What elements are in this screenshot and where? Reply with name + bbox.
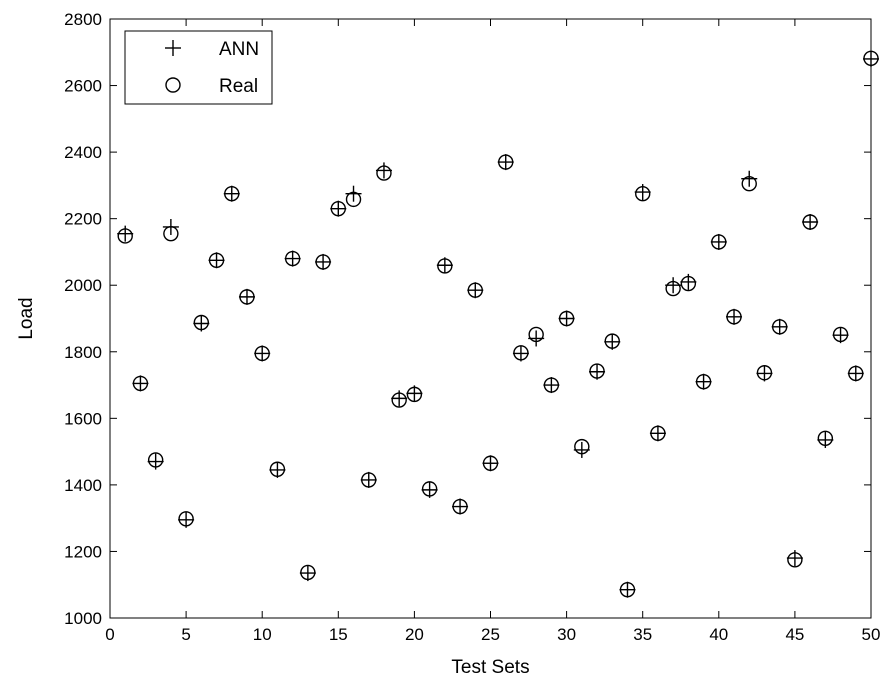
- tick-marks: [109, 18, 872, 619]
- ann-point: [528, 330, 545, 347]
- ann-point: [604, 333, 621, 350]
- ann-point: [802, 213, 819, 230]
- x-tick-label: 25: [481, 625, 500, 644]
- ann-point: [117, 225, 134, 242]
- ann-point: [223, 185, 240, 202]
- ann-point: [680, 273, 697, 290]
- ann-point: [345, 185, 362, 202]
- x-tick-labels: 0 5 10 15 20 25 30 35 40 45 50: [105, 625, 880, 644]
- ann-point: [299, 565, 316, 582]
- ann-point: [330, 200, 347, 217]
- x-tick-label: 35: [633, 625, 652, 644]
- ann-point: [619, 581, 636, 598]
- x-tick-label: 30: [557, 625, 576, 644]
- x-tick-label: 0: [105, 625, 114, 644]
- legend: ANN Real: [124, 30, 273, 105]
- legend-box: [124, 30, 273, 105]
- ann-point: [497, 154, 514, 171]
- x-tick-label: 10: [253, 625, 272, 644]
- ann-point: [741, 170, 758, 187]
- y-tick-label: 2600: [64, 77, 102, 96]
- ann-point: [558, 310, 575, 327]
- ann-point: [786, 550, 803, 567]
- ann-point: [512, 345, 529, 362]
- y-tick-label: 2400: [64, 143, 102, 162]
- ann-point: [863, 50, 879, 67]
- ann-point: [315, 253, 332, 270]
- legend-real-label: Real: [219, 76, 258, 97]
- ann-point: [847, 365, 864, 382]
- ann-point: [665, 277, 682, 294]
- x-tick-label: 15: [329, 625, 348, 644]
- ann-point: [254, 345, 271, 362]
- ann-point: [452, 498, 469, 515]
- ann-point: [543, 377, 560, 394]
- ann-point: [406, 385, 423, 402]
- ann-point: [360, 471, 377, 488]
- ann-point: [162, 218, 179, 235]
- legend-ann-label: ANN: [219, 39, 259, 60]
- ann-point: [147, 453, 164, 470]
- ann-point: [771, 318, 788, 335]
- plot-area: 0 5 10 15 20 25 30 35 40 45 50 1000 1200 1400 1600 180…: [64, 10, 880, 644]
- x-tick-label: 40: [709, 625, 728, 644]
- ann-point: [421, 481, 438, 498]
- ann-point: [132, 375, 149, 392]
- x-tick-label: 50: [862, 625, 881, 644]
- ann-point: [832, 327, 849, 344]
- ann-point: [391, 390, 408, 407]
- x-tick-label: 45: [785, 625, 804, 644]
- x-tick-label: 5: [181, 625, 190, 644]
- ann-point: [436, 257, 453, 274]
- y-tick-label: 2800: [64, 10, 102, 29]
- y-tick-label: 1800: [64, 343, 102, 362]
- y-tick-labels: 1000 1200 1400 1600 1800 2000 2200 2400 2600 2800: [64, 10, 102, 628]
- ann-point: [695, 373, 712, 390]
- ann-point: [756, 365, 773, 382]
- y-tick-label: 2000: [64, 276, 102, 295]
- ann-point: [817, 431, 834, 448]
- ann-point: [573, 441, 590, 458]
- y-tick-label: 1600: [64, 409, 102, 428]
- legend-circle-icon: [165, 77, 181, 93]
- ann-point: [269, 461, 286, 478]
- ann-point: [238, 288, 255, 305]
- series-ann: [117, 50, 879, 598]
- ann-point: [193, 315, 210, 332]
- y-tick-label: 2200: [64, 210, 102, 229]
- x-axis-label: Test Sets: [451, 657, 529, 678]
- ann-point: [284, 250, 301, 267]
- y-tick-label: 1200: [64, 542, 102, 561]
- ann-point: [589, 363, 606, 380]
- ann-point: [634, 184, 651, 201]
- ann-point: [649, 425, 666, 442]
- ann-point: [375, 162, 392, 179]
- ann-point: [482, 455, 499, 472]
- ann-point: [726, 308, 743, 325]
- ann-point: [208, 252, 225, 269]
- ann-point: [710, 233, 727, 250]
- x-tick-label: 20: [405, 625, 424, 644]
- plot-frame: [109, 18, 872, 619]
- ann-point: [178, 511, 195, 528]
- legend-ann-marker: [165, 40, 181, 56]
- y-tick-label: 1000: [64, 609, 102, 628]
- legend-real-marker: [165, 77, 181, 93]
- y-axis-label: Load: [16, 297, 37, 339]
- ann-point: [467, 282, 484, 299]
- legend-plus-icon: [165, 40, 181, 56]
- y-tick-label: 1400: [64, 476, 102, 495]
